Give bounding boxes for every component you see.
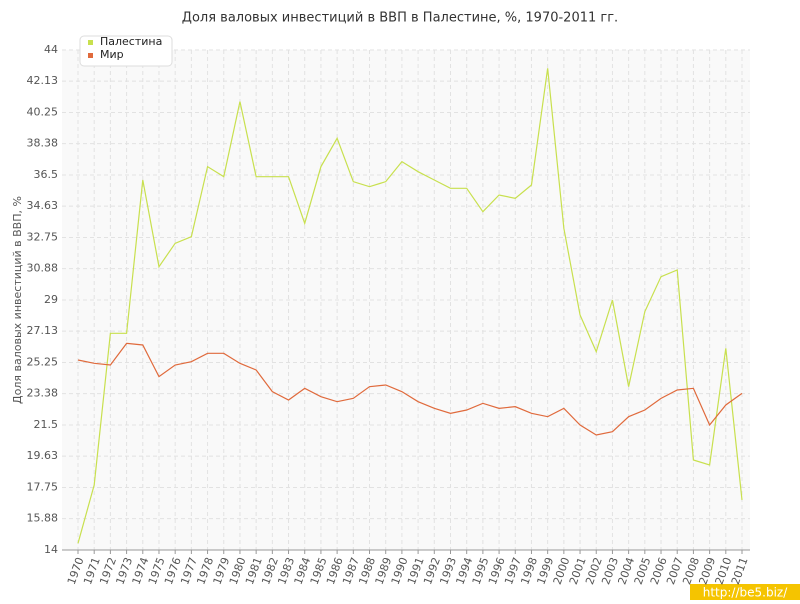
watermark-bg [690,584,800,600]
y-tick-label: 30.88 [27,262,59,275]
y-tick-label: 32.75 [27,231,59,244]
legend-swatch [88,53,93,58]
y-tick-label: 21.5 [34,418,59,431]
legend-label: Палестина [100,35,162,48]
y-tick-label: 19.63 [27,449,59,462]
y-tick-label: 44 [44,43,58,56]
y-axis-label: Доля валовых инвестиций в ВВП, % [11,196,24,404]
y-tick-label: 42.13 [27,74,59,87]
y-tick-label: 17.75 [27,481,59,494]
y-tick-label: 29 [44,293,58,306]
y-tick-label: 36.5 [34,168,59,181]
y-tick-label: 15.88 [27,512,59,525]
y-tick-label: 38.38 [27,137,59,150]
y-tick-label: 23.38 [27,387,59,400]
series-line [77,342,743,436]
watermark: http://be5.biz/ [703,586,788,600]
y-tick-label: 40.25 [27,106,59,119]
y-tick-label: 14 [44,543,58,556]
chart-title: Доля валовых инвестиций в ВВП в Палестин… [182,11,618,26]
y-tick-label: 25.25 [27,356,59,369]
legend-swatch [88,40,93,45]
legend-label: Мир [100,48,124,61]
y-tick-label: 34.63 [27,199,59,212]
legend-box [79,35,173,67]
series-line [77,68,743,544]
y-tick-label: 27.13 [27,324,59,337]
